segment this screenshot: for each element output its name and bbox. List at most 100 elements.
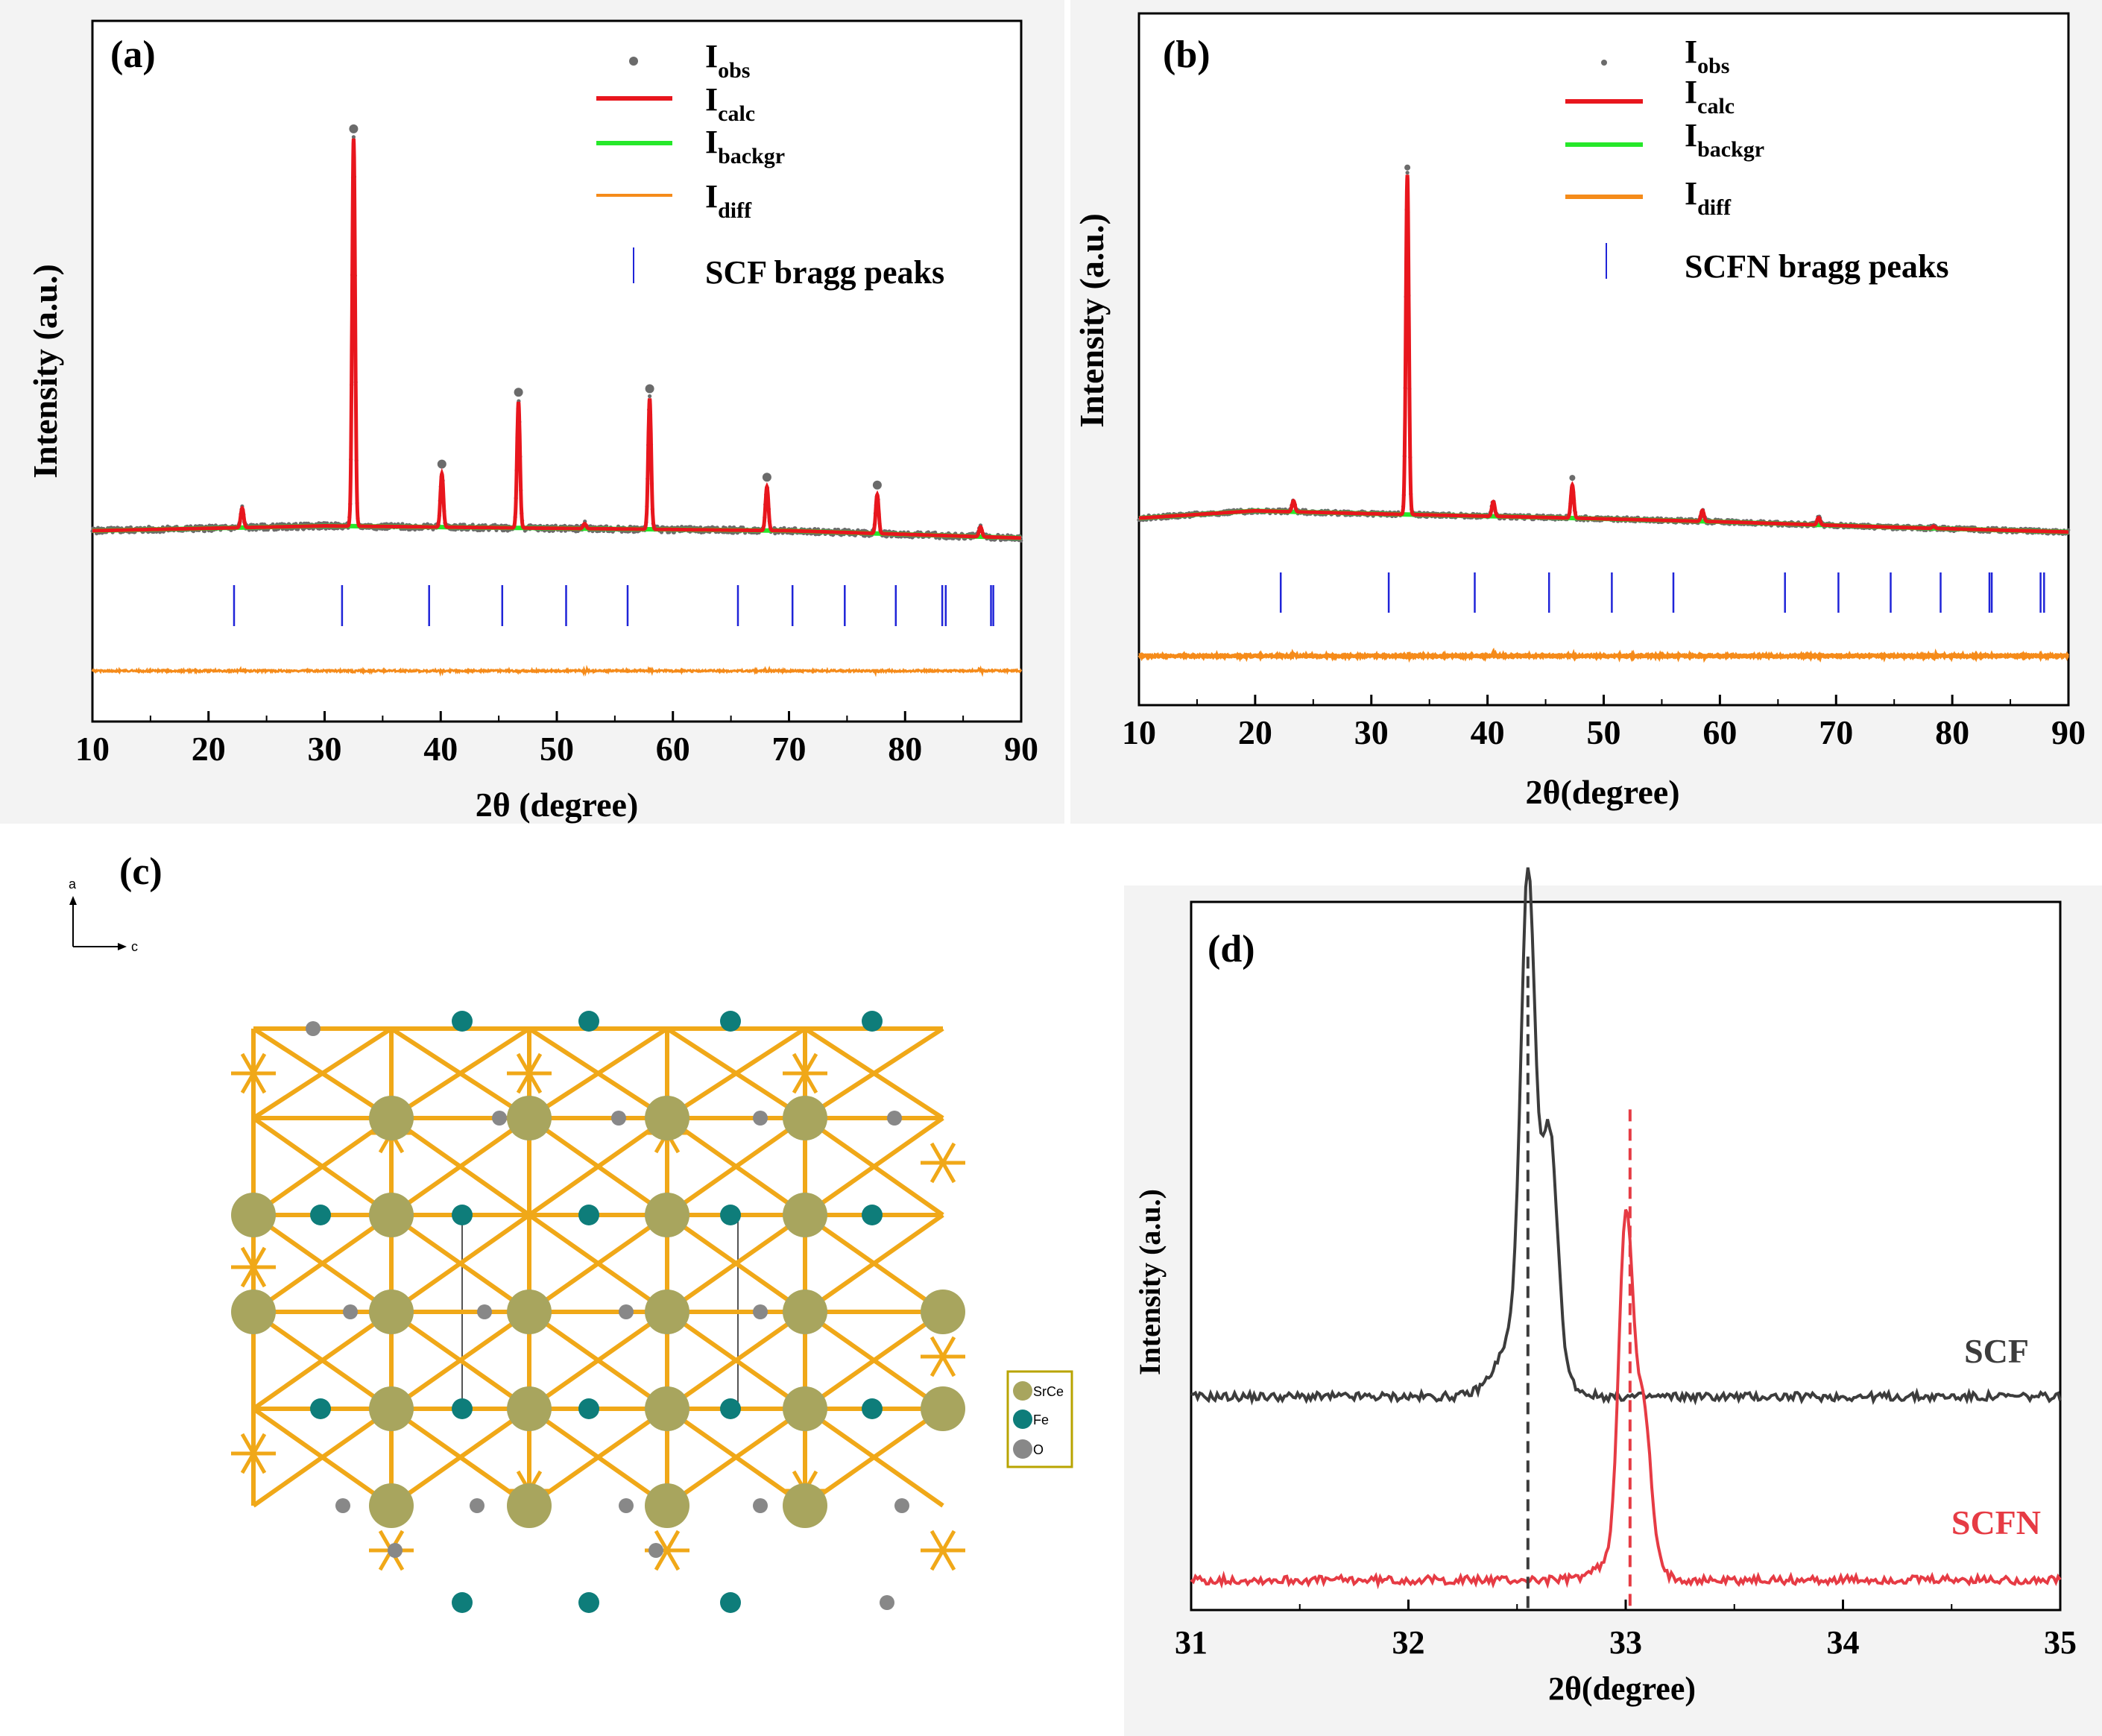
x-tick-label: 10 xyxy=(1122,713,1156,751)
octahedron-bond xyxy=(792,1052,807,1075)
bond xyxy=(252,1026,393,1120)
o-atom xyxy=(753,1304,768,1319)
octahedron-bond xyxy=(251,1266,267,1288)
srce-atom xyxy=(507,1096,552,1140)
legend-obs-marker xyxy=(1601,60,1607,66)
fe-atom xyxy=(720,1011,741,1032)
difference-series-line xyxy=(91,664,1023,678)
bond xyxy=(390,1407,531,1508)
fe-atom xyxy=(452,1205,473,1225)
legend-b: Iobs Icalc Ibackgr Idiff SCFN bragg peak… xyxy=(1565,34,1949,285)
fe-atom xyxy=(862,1011,883,1032)
bond xyxy=(390,1310,531,1411)
observed-point xyxy=(351,135,356,139)
x-tick-label: 50 xyxy=(1587,713,1621,751)
x-axis-title-a: 2θ (degree) xyxy=(476,786,639,824)
bond xyxy=(804,1213,944,1314)
x-tick-label: 80 xyxy=(1935,713,1969,751)
fe-atom xyxy=(862,1398,883,1419)
bond xyxy=(390,1116,531,1217)
observed-peak-top xyxy=(872,480,882,490)
bond xyxy=(528,1310,669,1411)
x-axis-title-d: 2θ(degree) xyxy=(1548,1670,1696,1707)
srce-atom xyxy=(231,1193,276,1237)
octahedron-bond xyxy=(665,1530,681,1552)
srce-atom xyxy=(645,1483,689,1528)
series-line-scfn xyxy=(1190,1209,2062,1590)
o-atom xyxy=(880,1595,894,1610)
panel-label-b: (b) xyxy=(1163,34,1211,76)
x-tick-label: 60 xyxy=(1702,713,1737,751)
octahedron-bond xyxy=(941,1161,956,1184)
observed-peak-top xyxy=(645,384,654,394)
observed-peak-top xyxy=(1569,475,1576,482)
srce-atom xyxy=(369,1096,414,1140)
bond xyxy=(252,1116,393,1217)
srce-atom xyxy=(783,1096,827,1140)
y-axis-title-a: Intensity (a.u.) xyxy=(26,264,64,479)
srce-atom xyxy=(921,1386,965,1431)
octahedron-bond xyxy=(251,1452,267,1474)
o-atom xyxy=(343,1304,358,1319)
bond xyxy=(390,1213,531,1314)
octahedron-bond xyxy=(792,1072,807,1094)
octahedron-bond xyxy=(240,1072,256,1094)
plot-area-d xyxy=(1190,867,2062,1610)
srce-atom xyxy=(507,1386,552,1431)
octahedron-bond xyxy=(251,1433,267,1455)
axis-indicator: a c xyxy=(69,877,138,954)
fe-atom xyxy=(578,1205,599,1225)
fe-atom xyxy=(578,1398,599,1419)
octahedron-bond xyxy=(941,1142,956,1164)
observed-peak-top xyxy=(349,124,359,133)
octahedron-bond xyxy=(803,1072,818,1094)
x-tick-label: 60 xyxy=(656,730,690,768)
legend-obs-marker xyxy=(629,57,638,66)
x-axis-a: 10 20 30 40 50 60 70 80 90 xyxy=(75,711,1038,768)
bond xyxy=(666,1407,807,1508)
octahedron-bond xyxy=(251,1246,267,1269)
legend-bragg-label: SCF bragg peaks xyxy=(705,254,944,291)
plot-area-b xyxy=(1137,164,2071,663)
o-atom xyxy=(388,1543,403,1558)
octahedron-bond xyxy=(665,1549,681,1571)
calculated-series-line xyxy=(1138,174,2068,534)
srce-atom xyxy=(369,1386,414,1431)
legend-diff-label: Idiff xyxy=(705,178,752,223)
bond xyxy=(804,1116,944,1217)
x-tick-label: 35 xyxy=(2044,1624,2077,1661)
legend-calc-label: Icalc xyxy=(705,81,755,126)
o-atom xyxy=(753,1498,768,1513)
octahedron-bond xyxy=(930,1530,945,1552)
octahedron-bond xyxy=(251,1052,267,1075)
octahedron-cluster xyxy=(921,1530,965,1571)
fe-atom xyxy=(578,1011,599,1032)
octahedron-bond xyxy=(516,1052,531,1075)
legend-srce-swatch xyxy=(1013,1381,1032,1401)
o-atom xyxy=(894,1498,909,1513)
bond xyxy=(390,1026,531,1120)
srce-atom xyxy=(921,1290,965,1334)
panel-c-crystal-structure: (c) a c SrCe Fe O xyxy=(69,850,1073,1613)
srce-atom xyxy=(231,1290,276,1334)
octahedron-cluster xyxy=(783,1052,827,1094)
x-tick-label: 70 xyxy=(772,730,807,768)
octahedron-cluster xyxy=(231,1052,276,1094)
x-tick-label: 32 xyxy=(1392,1624,1425,1661)
o-atom xyxy=(619,1304,634,1319)
fe-atom xyxy=(310,1398,331,1419)
plot-area-a xyxy=(90,124,1023,678)
octahedron-bond xyxy=(240,1246,256,1269)
srce-atom xyxy=(369,1193,414,1237)
octahedron-bond xyxy=(654,1549,669,1571)
octahedron-cluster xyxy=(507,1052,552,1094)
bond xyxy=(252,1310,393,1411)
fe-atom xyxy=(720,1205,741,1225)
bond xyxy=(252,1407,393,1508)
o-atom xyxy=(492,1111,507,1126)
panel-b-chart: 10 20 30 40 50 60 70 80 90 (b) 2θ(degree) Intens… xyxy=(1073,12,2086,811)
x-tick-label: 90 xyxy=(1004,730,1038,768)
legend-obs-label: Iobs xyxy=(1685,34,1729,78)
crystal-legend: SrCe Fe O xyxy=(1006,1370,1073,1468)
o-atom xyxy=(648,1543,663,1558)
